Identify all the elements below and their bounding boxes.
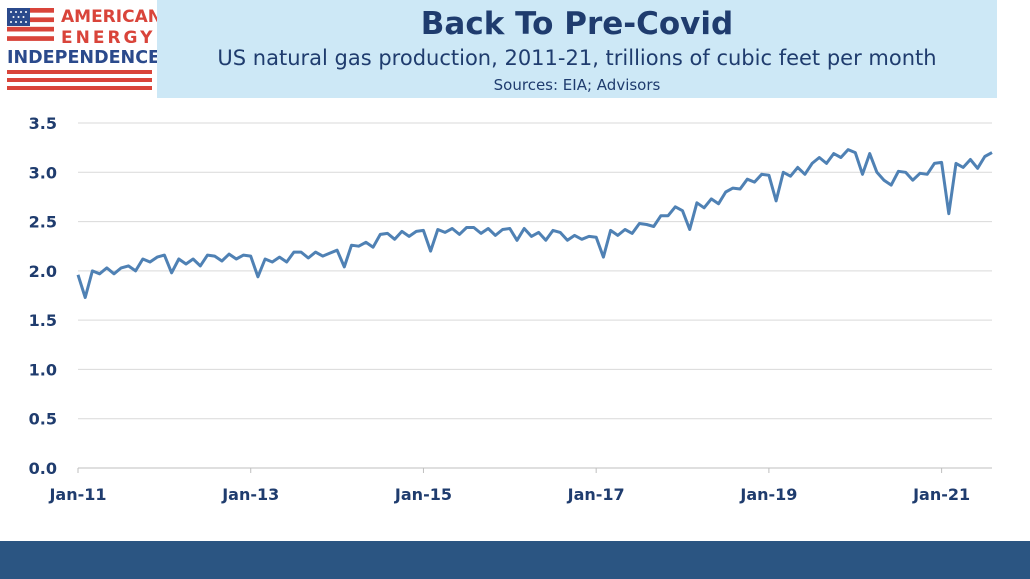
line-chart: 0.0 0.5 1.0 1.5 2.0 2.5 3.0 3.5 Jan-11 Jan-13 Jan-…: [29, 114, 993, 504]
x-tick-label: Jan-15: [394, 485, 452, 504]
y-tick-label: 0.5: [29, 410, 57, 429]
y-tick-label: 2.0: [29, 262, 57, 281]
us-flag-icon: [7, 8, 54, 41]
logo-line3: INDEPENDENCE: [7, 48, 158, 68]
x-tick-label: Jan-17: [567, 485, 625, 504]
y-tick-label: 3.0: [29, 163, 57, 182]
y-tick-label: 2.5: [29, 213, 57, 232]
footer-bar: [0, 541, 1030, 579]
y-tick-label: 1.5: [29, 311, 57, 330]
series-line: [76, 148, 993, 299]
page-subtitle: US natural gas production, 2011-21, tril…: [217, 46, 937, 70]
x-tick-label: Jan-11: [48, 485, 106, 504]
header-box: Back To Pre-Covid US natural gas product…: [157, 0, 997, 98]
y-tick-label: 0.0: [29, 459, 57, 478]
x-tick-label: Jan-19: [739, 485, 797, 504]
logo-graphic: AMERICAN ENERGY INDEPENDENCE: [7, 7, 162, 90]
y-tick-label: 1.0: [29, 360, 57, 379]
y-tick-label: 3.5: [29, 114, 57, 133]
x-tick-label: Jan-13: [221, 485, 279, 504]
page-title: Back To Pre-Covid: [420, 6, 734, 42]
logo-line2: ENERGY: [61, 28, 155, 48]
x-tick-label: Jan-21: [912, 485, 970, 504]
logo-line1: AMERICAN: [61, 7, 158, 27]
sources-note: Sources: EIA; Advisors: [493, 76, 661, 94]
logo: AMERICAN ENERGY INDEPENDENCE: [0, 0, 162, 98]
